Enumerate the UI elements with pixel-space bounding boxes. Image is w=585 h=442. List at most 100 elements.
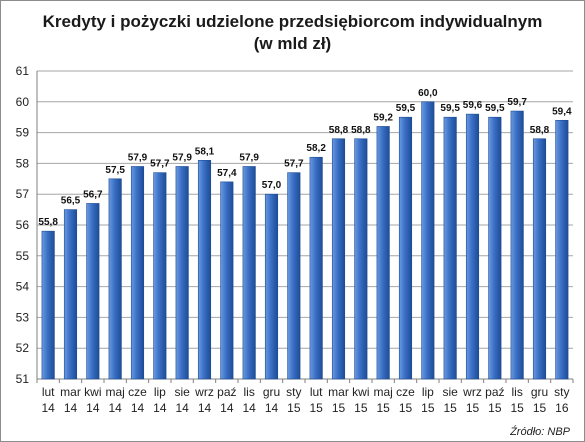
bar: [63, 209, 78, 380]
x-tick-label-year: 15: [466, 401, 480, 415]
x-tick-label-month: gru: [531, 385, 548, 399]
data-label: 57,0: [262, 180, 282, 191]
x-tick-label-year: 14: [86, 401, 100, 415]
x-tick-label-year: 15: [287, 401, 301, 415]
data-label: 59,5: [396, 103, 416, 114]
data-label: 58,8: [351, 125, 371, 136]
x-tick-label-year: 14: [108, 401, 122, 415]
bar: [175, 166, 189, 380]
data-label: 55,8: [38, 217, 58, 228]
y-tick-label: 56: [16, 218, 30, 232]
x-tick-label-month: paź: [217, 385, 236, 399]
bar: [264, 193, 279, 380]
bars: [41, 101, 569, 380]
y-tick-label: 57: [16, 187, 30, 201]
data-label: 57,5: [105, 165, 125, 176]
x-tick-label-month: lut: [42, 385, 55, 399]
data-label: 58,8: [530, 125, 550, 136]
x-tick-label-month: gru: [263, 385, 280, 399]
bar: [532, 138, 547, 380]
data-label: 56,5: [61, 196, 81, 207]
data-label: 59,6: [463, 100, 483, 111]
x-tick-label-year: 14: [220, 401, 234, 415]
x-tick-label-month: lip: [422, 385, 434, 399]
y-axis: 51 52 53 54 55 56 57 58 59 60 61: [16, 64, 30, 386]
x-tick-label-year: 15: [488, 401, 502, 415]
x-tick-label-year: 15: [309, 401, 323, 415]
data-label: 58,2: [306, 143, 326, 154]
x-tick-label-year: 14: [64, 401, 78, 415]
bar: [465, 113, 480, 380]
x-tick-label-year: 14: [153, 401, 167, 415]
bar: [376, 126, 390, 380]
data-label: 57,7: [284, 159, 304, 170]
bar: [488, 116, 502, 380]
x-tick-label-month: lip: [154, 385, 166, 399]
x-tick-label-year: 14: [175, 401, 189, 415]
x-tick-label-year: 15: [421, 401, 435, 415]
data-label: 57,9: [128, 152, 148, 163]
x-tick-label-month: sty: [554, 385, 569, 399]
x-tick-label-month: cze: [128, 385, 147, 399]
x-tick-label-year: 15: [332, 401, 346, 415]
data-label: 58,1: [195, 146, 215, 157]
y-tick-label: 58: [16, 156, 30, 170]
bar: [309, 156, 323, 380]
x-axis: lut 14 mar 14 kwi 14 maj 14 cze 14 lip 14 sie 14 wrz 14…: [36, 379, 574, 415]
x-tick-label-month: wrz: [462, 385, 482, 399]
y-tick-label: 59: [16, 126, 30, 140]
y-tick-label: 60: [16, 95, 30, 109]
y-tick-label: 55: [16, 249, 30, 263]
y-tick-label: 61: [16, 64, 30, 78]
bar: [130, 166, 145, 380]
x-tick-label-year: 14: [242, 401, 256, 415]
data-label: 58,8: [329, 125, 349, 136]
bar: [197, 160, 212, 380]
x-tick-label-year: 15: [354, 401, 368, 415]
x-tick-label-month: kwi: [84, 385, 101, 399]
bar: [86, 203, 100, 380]
bar: [153, 172, 167, 380]
bar: [354, 138, 368, 380]
x-tick-label-year: 14: [41, 401, 55, 415]
gridlines: [36, 70, 573, 380]
x-tick-label-year: 15: [533, 401, 547, 415]
x-tick-label-year: 14: [198, 401, 212, 415]
data-label: 59,5: [440, 103, 460, 114]
x-tick-label-month: paź: [485, 385, 504, 399]
bar: [331, 138, 346, 380]
data-label: 57,9: [239, 152, 259, 163]
x-tick-label-year: 15: [376, 401, 390, 415]
bar: [443, 116, 457, 380]
data-label: 57,9: [172, 152, 192, 163]
x-tick-label-month: lut: [310, 385, 323, 399]
y-tick-label: 51: [16, 372, 30, 386]
y-tick-label: 52: [16, 341, 30, 355]
x-tick-label-month: lis: [511, 385, 522, 399]
x-tick-label-year: 14: [265, 401, 279, 415]
x-tick-label-year: 15: [510, 401, 524, 415]
x-tick-label-month: mar: [328, 385, 349, 399]
bar: [242, 166, 256, 380]
chart-title-line2: (w mld zł): [253, 34, 332, 53]
x-tick-label-month: maj: [105, 385, 124, 399]
x-tick-label-month: kwi: [352, 385, 369, 399]
chart-title-line1: Kredyty i pożyczki udzielone przedsiębio…: [42, 12, 543, 31]
data-label: 57,4: [217, 168, 237, 179]
y-tick-label: 54: [16, 280, 30, 294]
x-tick-label-month: sty: [286, 385, 301, 399]
x-tick-label-month: sie: [442, 385, 458, 399]
bar: [220, 181, 234, 380]
x-tick-label-month: sie: [174, 385, 190, 399]
chart-title: Kredyty i pożyczki udzielone przedsiębio…: [1, 11, 584, 55]
data-label: 56,7: [83, 189, 103, 200]
x-tick-label-year: 14: [131, 401, 145, 415]
x-tick-label-month: mar: [60, 385, 81, 399]
x-tick-label-month: cze: [396, 385, 415, 399]
x-tick-label-month: maj: [373, 385, 392, 399]
x-tick-label-month: lis: [243, 385, 254, 399]
bar: [287, 172, 301, 380]
x-tick-label-year: 15: [443, 401, 457, 415]
data-label: 59,5: [485, 103, 505, 114]
